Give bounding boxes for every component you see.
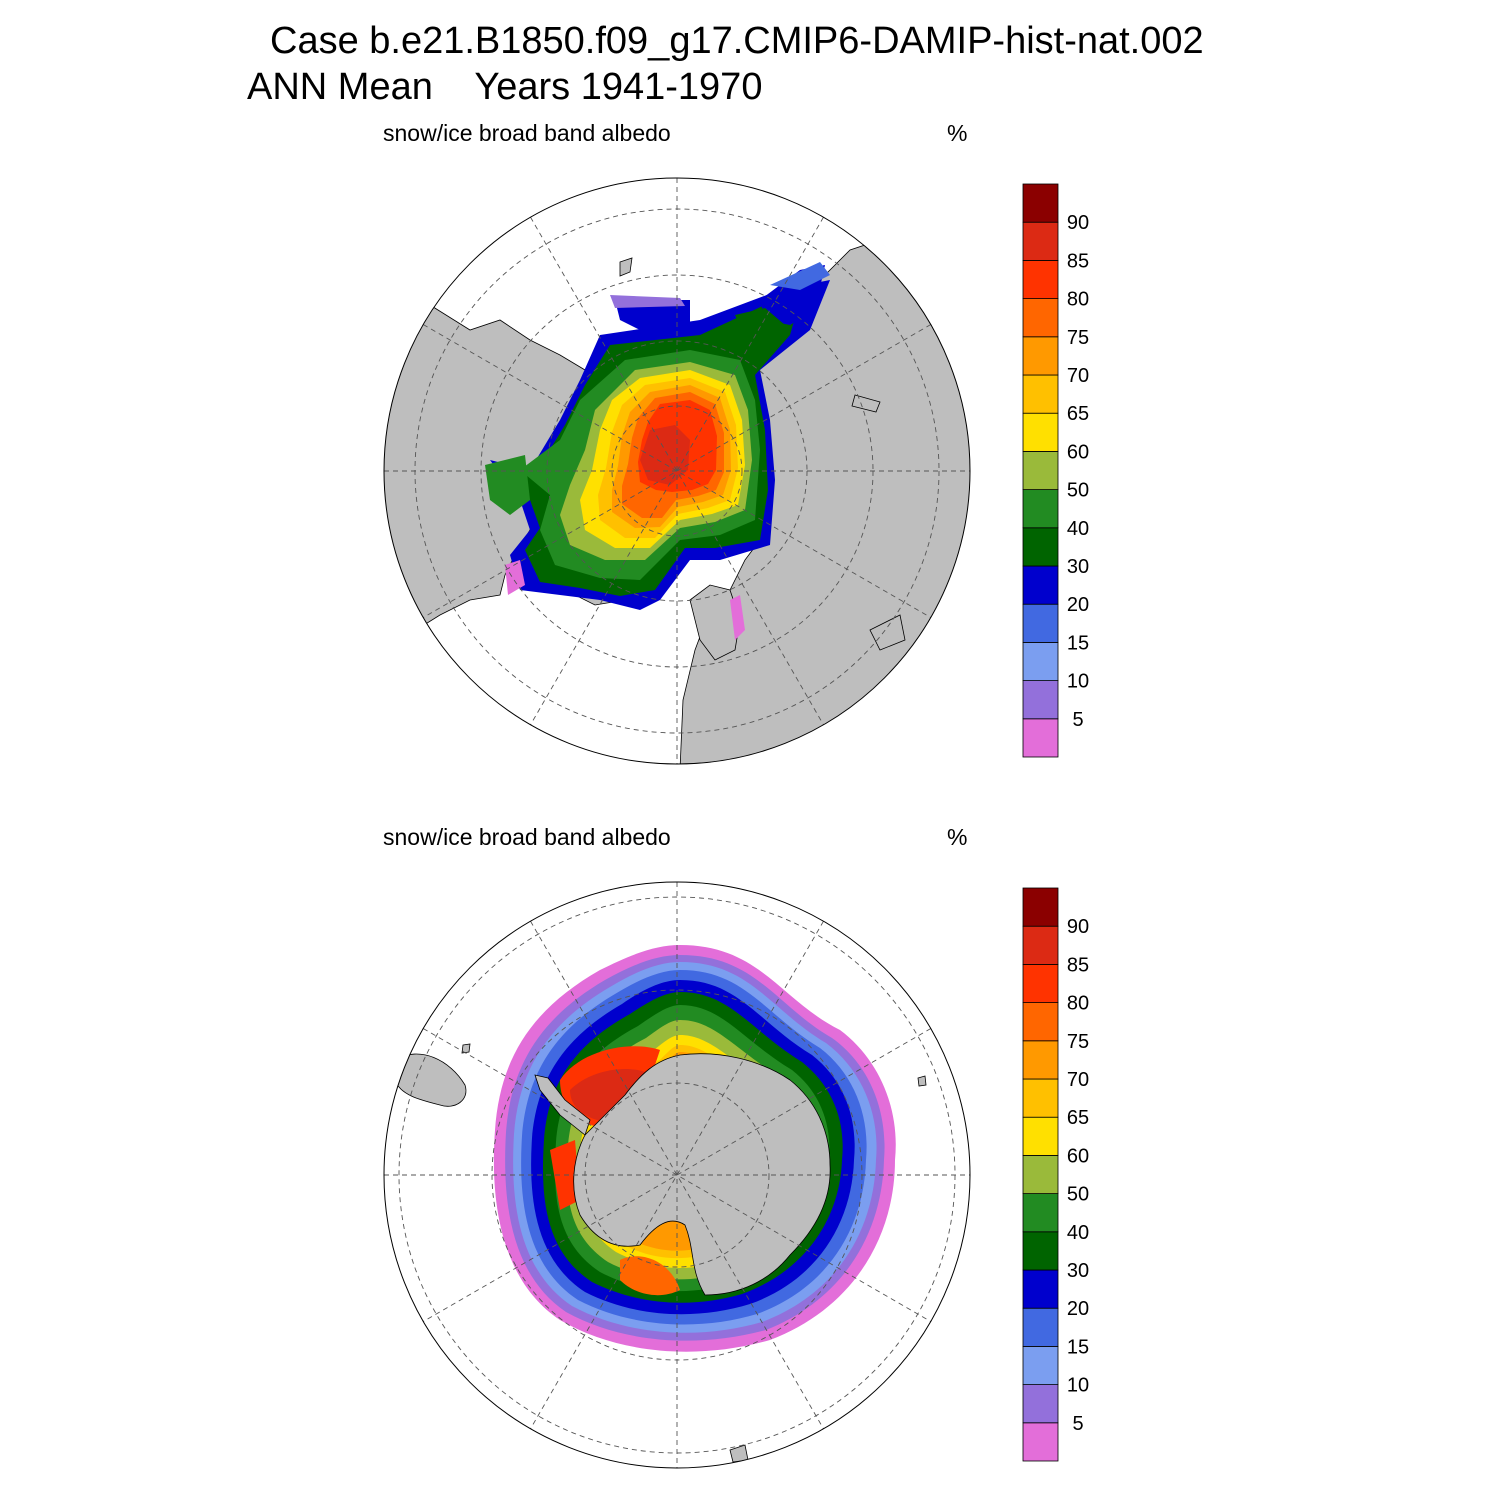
colorbar-swatch (1022, 925, 1059, 965)
colorbar-swatch (1022, 1384, 1059, 1424)
colorbar-tick-label: 80 (1067, 993, 1089, 1015)
colorbar-tick-label: 85 (1067, 250, 1089, 272)
figure-subtitle: ANN Mean Years 1941-1970 (247, 66, 763, 108)
colorbar-tick-label: 75 (1067, 327, 1089, 349)
colorbar-swatch (1022, 336, 1059, 376)
colorbar-swatch (1022, 298, 1059, 338)
colorbar-swatch (1022, 964, 1059, 1004)
colorbar-tick-label: 60 (1067, 1145, 1089, 1167)
colorbar-tick-label: 5 (1072, 709, 1083, 731)
north-panel-variable: snow/ice broad band albedo (383, 120, 671, 146)
colorbar-swatch (1022, 603, 1059, 643)
colorbar-tick-label: 50 (1067, 480, 1089, 502)
colorbar-tick-label: 60 (1067, 441, 1089, 463)
colorbar-tick-label: 80 (1067, 289, 1089, 311)
south-polar-map (383, 881, 971, 1469)
colorbar-tick-label: 40 (1067, 518, 1089, 540)
colorbar-tick-label: 15 (1067, 1336, 1089, 1358)
south-colorbar: 5 10 15 20 30 40 50 60 65 70 75 80 85 90 (1022, 887, 1089, 1462)
figure-title: Case b.e21.B1850.f09_g17.CMIP6-DAMIP-his… (270, 20, 1204, 62)
colorbar-swatch (1022, 374, 1059, 414)
colorbar-tick-label: 75 (1067, 1031, 1089, 1053)
colorbar-tick-label: 20 (1067, 594, 1089, 616)
north-colorbar: 5 10 15 20 30 40 50 60 65 70 75 80 85 90 (1022, 183, 1089, 758)
colorbar-tick-label: 20 (1067, 1298, 1089, 1320)
colorbar-tick-label: 30 (1067, 1260, 1089, 1282)
colorbar-swatch (1022, 642, 1059, 682)
colorbar-swatch (1022, 1231, 1059, 1271)
colorbar-swatch (1022, 489, 1059, 529)
north-panel-units: % (947, 120, 968, 146)
colorbar-swatch (1022, 527, 1059, 567)
north-graticule (384, 178, 970, 764)
colorbar-tick-label: 65 (1067, 403, 1089, 425)
colorbar-tick-label: 85 (1067, 954, 1089, 976)
colorbar-swatch (1022, 450, 1059, 490)
colorbar-tick-label: 40 (1067, 1222, 1089, 1244)
colorbar-tick-label: 30 (1067, 556, 1089, 578)
south-graticule (384, 882, 970, 1468)
colorbar-swatch (1022, 259, 1059, 299)
colorbar-tick-label: 15 (1067, 632, 1089, 654)
colorbar-tick-label: 90 (1067, 916, 1089, 938)
colorbar-tick-label: 90 (1067, 212, 1089, 234)
south-panel-units: % (947, 824, 968, 850)
colorbar-swatch (1022, 1307, 1059, 1347)
colorbar-swatch (1022, 221, 1059, 261)
colorbar-tick-label: 10 (1067, 1375, 1089, 1397)
colorbar-swatch (1022, 1155, 1059, 1195)
colorbar-swatch (1022, 1269, 1059, 1309)
colorbar-tick-label: 50 (1067, 1184, 1089, 1206)
colorbar-swatch (1022, 1346, 1059, 1386)
south-land (394, 1043, 927, 1463)
colorbar-tick-label: 65 (1067, 1107, 1089, 1129)
colorbar-swatch (1022, 887, 1059, 927)
colorbar-tick-label: 10 (1067, 671, 1089, 693)
colorbar-swatch (1022, 183, 1059, 223)
colorbar-swatch (1022, 1422, 1059, 1462)
colorbar-tick-label: 5 (1072, 1413, 1083, 1435)
colorbar-tick-label: 70 (1067, 365, 1089, 387)
colorbar-swatch (1022, 1040, 1059, 1080)
colorbar-swatch (1022, 1078, 1059, 1118)
colorbar-swatch (1022, 1193, 1059, 1233)
colorbar-swatch (1022, 718, 1059, 758)
colorbar-tick-label: 70 (1067, 1069, 1089, 1091)
colorbar-swatch (1022, 1116, 1059, 1156)
colorbar-swatch (1022, 680, 1059, 720)
north-polar-map (383, 177, 971, 765)
south-panel-variable: snow/ice broad band albedo (383, 824, 671, 850)
north-albedo-field (485, 262, 830, 640)
colorbar-swatch (1022, 412, 1059, 452)
colorbar-swatch (1022, 1002, 1059, 1042)
colorbar-swatch (1022, 565, 1059, 605)
